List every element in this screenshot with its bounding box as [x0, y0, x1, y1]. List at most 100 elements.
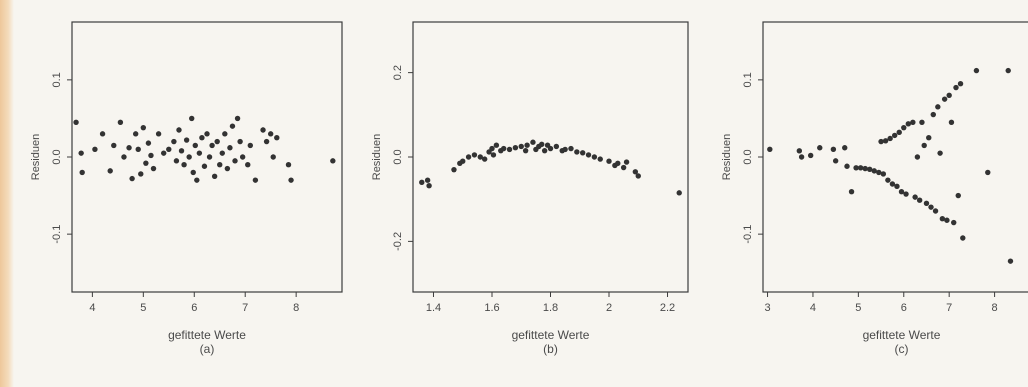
data-point	[973, 67, 980, 74]
data-point	[481, 156, 488, 162]
data-point	[111, 142, 117, 149]
data-point	[117, 119, 124, 125]
data-point	[518, 143, 524, 150]
y-tick-label: 0.0	[742, 149, 754, 164]
x-tick-label: 7	[946, 302, 952, 314]
data-point	[522, 147, 529, 154]
data-point	[237, 138, 243, 145]
x-tick-label: 7	[242, 302, 248, 314]
data-point	[267, 131, 274, 137]
data-point	[635, 173, 641, 179]
plot-frame	[412, 21, 689, 293]
data-point	[79, 169, 85, 176]
data-point	[138, 171, 144, 177]
data-point	[201, 163, 208, 169]
data-point	[171, 138, 177, 145]
panel-caption: (a)	[200, 342, 215, 356]
data-point	[930, 111, 936, 118]
y-axis-label: Residuen	[371, 134, 383, 180]
scatter-panel-1: 4 5 6 7 8 -0.1 0.0 0.1 gefittete Werte(a) Residue…	[30, 21, 343, 356]
data-point	[901, 124, 907, 131]
data-point	[99, 131, 106, 137]
data-point	[597, 156, 603, 162]
data-point	[937, 150, 943, 156]
data-point	[247, 142, 254, 149]
data-point	[1005, 67, 1011, 74]
data-point	[166, 146, 172, 152]
data-point	[285, 162, 292, 168]
data-point	[500, 145, 507, 152]
data-point	[206, 154, 213, 160]
data-point	[926, 135, 932, 141]
x-tick-label: 5	[140, 302, 146, 314]
data-point	[676, 190, 682, 196]
data-point	[107, 168, 113, 174]
data-point	[145, 140, 152, 146]
data-point	[939, 216, 946, 222]
panel-caption: (b)	[543, 342, 558, 356]
data-point	[219, 150, 225, 156]
data-point	[889, 181, 896, 187]
data-point	[935, 104, 941, 110]
data-point	[135, 146, 141, 152]
y-tick-label: 0.0	[51, 149, 63, 164]
data-point	[451, 166, 457, 173]
data-point	[910, 119, 916, 125]
data-point	[176, 127, 182, 133]
data-point	[579, 150, 586, 156]
data-point	[460, 158, 466, 164]
data-point	[574, 149, 580, 155]
data-point	[252, 177, 259, 183]
data-point	[155, 131, 162, 137]
data-point	[912, 194, 918, 200]
data-point	[229, 123, 236, 129]
data-point	[330, 158, 336, 164]
data-point	[798, 154, 805, 160]
data-point	[830, 146, 837, 152]
data-point	[222, 131, 228, 137]
data-point	[885, 177, 891, 183]
data-point	[957, 81, 964, 87]
data-point	[78, 150, 84, 156]
y-tick-label: -0.2	[392, 232, 404, 251]
data-point	[632, 169, 639, 175]
data-point	[173, 158, 180, 164]
data-point	[181, 162, 187, 168]
data-point	[194, 177, 200, 183]
data-point	[196, 150, 203, 156]
y-tick-label: 0.1	[742, 72, 754, 87]
data-point	[260, 127, 266, 133]
x-tick-label: 6	[901, 302, 907, 314]
data-point	[183, 137, 190, 143]
x-axis-label: gefittete Werte	[512, 328, 590, 342]
data-point	[493, 142, 500, 148]
data-point	[539, 141, 545, 148]
data-point	[985, 169, 991, 176]
data-point	[239, 154, 246, 160]
data-point	[620, 164, 627, 171]
data-point	[541, 147, 548, 154]
data-point	[209, 142, 215, 149]
data-point	[871, 168, 877, 174]
data-point	[844, 163, 850, 169]
data-point	[121, 154, 127, 160]
data-point	[245, 162, 251, 168]
data-point	[817, 145, 823, 151]
data-point	[477, 154, 483, 160]
data-point	[585, 152, 592, 158]
data-point	[932, 208, 939, 214]
data-point	[767, 146, 773, 152]
data-point	[623, 159, 630, 165]
data-point	[217, 162, 223, 168]
data-point	[944, 217, 950, 223]
data-point	[848, 189, 855, 195]
x-tick-label: 2	[606, 302, 612, 314]
data-point	[562, 146, 568, 153]
page-edge-shadow	[0, 0, 14, 387]
data-point	[905, 121, 912, 127]
data-point	[224, 165, 231, 172]
data-point	[878, 138, 884, 145]
data-point	[547, 145, 554, 152]
y-tick-label: -0.1	[742, 225, 754, 244]
data-point	[426, 182, 432, 189]
